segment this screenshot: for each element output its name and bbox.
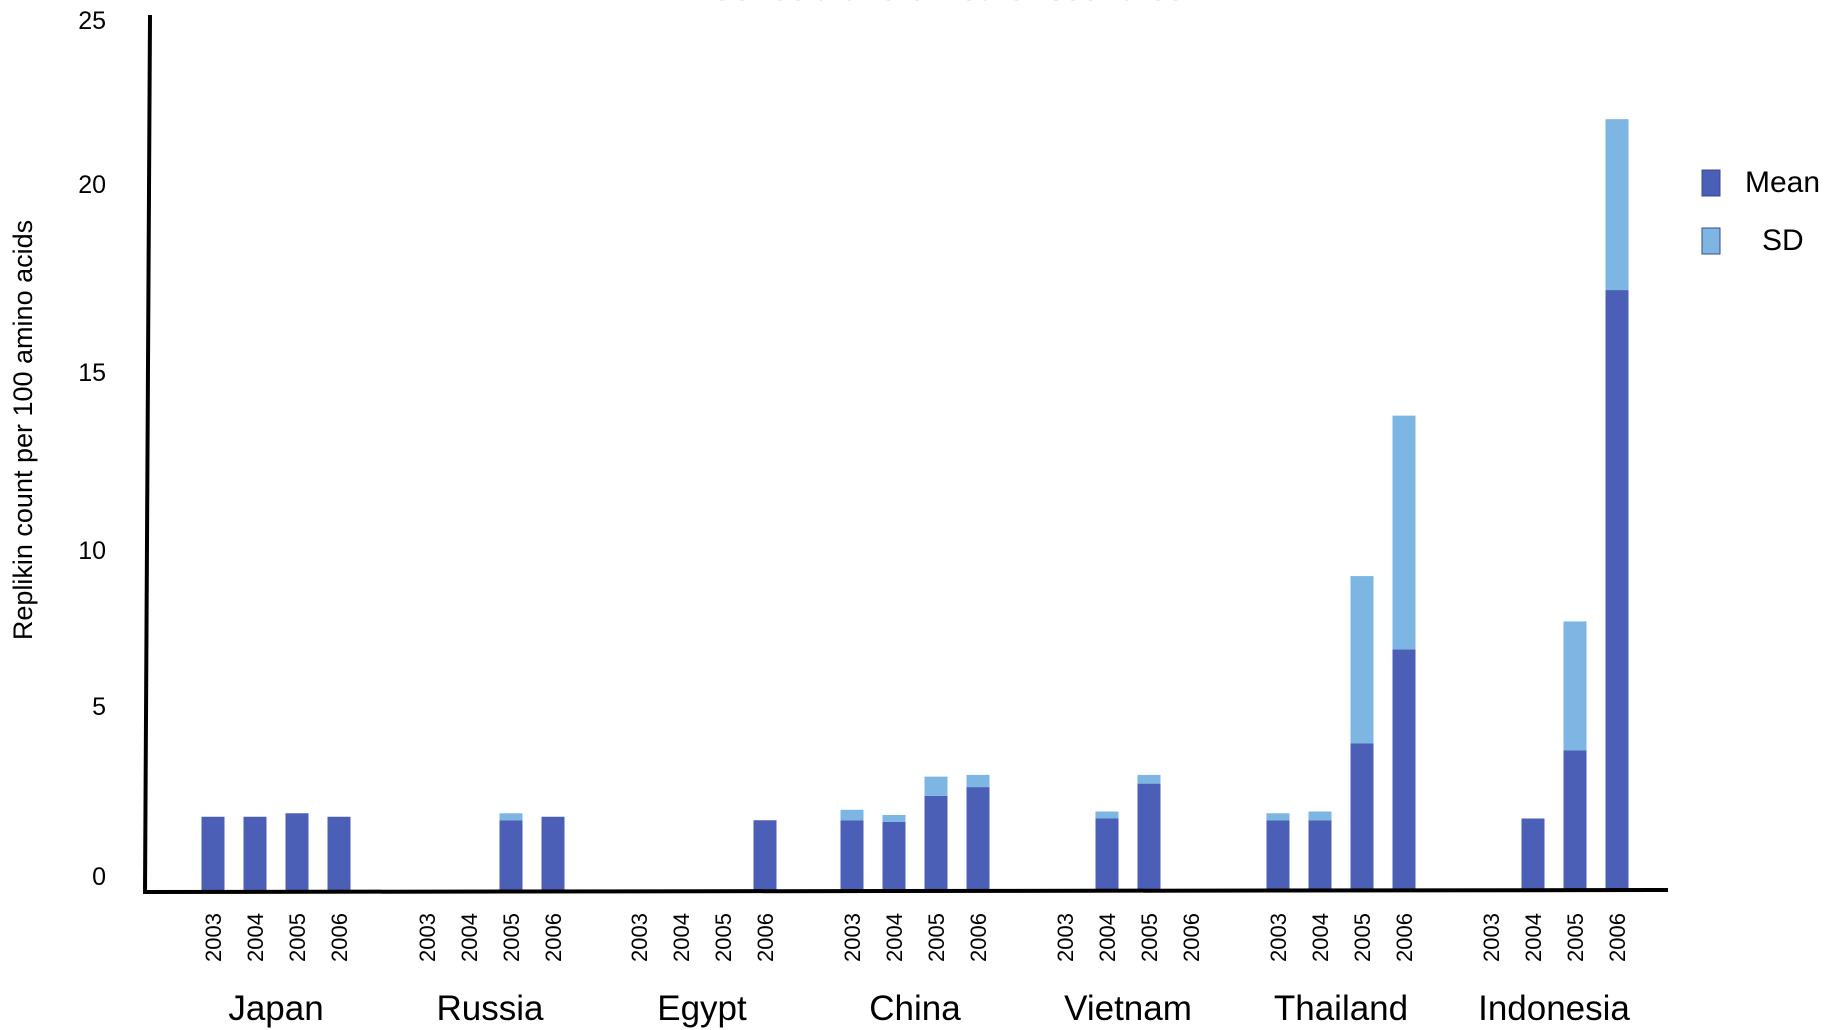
x-tick-label-thailand-2005: 2005	[1350, 913, 1375, 962]
bar-sd-thailand-2003	[1267, 813, 1290, 820]
bar-sd-china-2005	[925, 777, 948, 796]
x-tick-label-thailand-2003: 2003	[1266, 913, 1291, 962]
x-tick-label-egypt-2005: 2005	[711, 913, 736, 962]
legend-label-sd: SD	[1762, 224, 1804, 257]
bar-mean-japan-2003	[202, 817, 225, 890]
x-tick-label-egypt-2004: 2004	[669, 913, 694, 962]
x-tick-label-vietnam-2003: 2003	[1053, 913, 1078, 962]
x-tick-label-vietnam-2006: 2006	[1179, 913, 1204, 962]
x-tick-label-japan-2005: 2005	[285, 913, 310, 962]
bar-sd-china-2004	[883, 815, 906, 822]
y-tick-label-15: 15	[78, 359, 106, 387]
group-label-vietnam: Vietnam	[1064, 989, 1192, 1028]
y-tick-label-20: 20	[78, 171, 106, 199]
x-tick-label-japan-2004: 2004	[243, 913, 268, 962]
bar-sd-china-2006	[967, 775, 990, 787]
bar-sd-thailand-2005	[1351, 576, 1374, 743]
y-axis-line	[145, 15, 150, 893]
group-label-thailand: Thailand	[1274, 989, 1408, 1028]
bar-mean-china-2006	[967, 787, 990, 890]
bar-mean-japan-2004	[244, 817, 267, 890]
legend-label-mean: Mean	[1745, 166, 1820, 199]
bar-mean-thailand-2005	[1351, 744, 1374, 890]
y-tick-label-25: 25	[78, 7, 106, 35]
legend: Mean SD	[1702, 166, 1820, 257]
bar-sd-vietnam-2005	[1138, 775, 1161, 784]
bar-mean-indonesia-2004	[1522, 818, 1545, 890]
bar-mean-thailand-2006	[1393, 649, 1416, 890]
bar-sd-thailand-2006	[1393, 416, 1416, 650]
x-tick-label-china-2005: 2005	[924, 913, 949, 962]
bar-sd-russia-2005	[500, 813, 523, 820]
x-axis-line	[143, 890, 1668, 892]
x-tick-label-indonesia-2004: 2004	[1521, 913, 1546, 962]
x-axis-labels: 2003 2004 2005 2006 Japan 2003 2004 2005 2006 Rus…	[201, 913, 1630, 1028]
x-tick-label-china-2006: 2006	[966, 913, 991, 962]
y-axis-ticks: 0 5 10 15 20 25	[78, 7, 106, 891]
bar-mean-japan-2006	[328, 817, 351, 890]
bar-mean-egypt-2006	[754, 820, 777, 890]
bar-mean-china-2005	[925, 796, 948, 890]
bar-sd-indonesia-2005	[1564, 621, 1587, 750]
x-tick-label-russia-2004: 2004	[457, 913, 482, 962]
x-tick-label-china-2003: 2003	[840, 913, 865, 962]
chart-title: in Indonesia and six other countries	[650, 0, 1185, 8]
x-tick-label-japan-2003: 2003	[201, 913, 226, 962]
group-label-china: China	[869, 989, 961, 1028]
x-tick-label-russia-2003: 2003	[415, 913, 440, 962]
x-tick-label-indonesia-2005: 2005	[1563, 913, 1588, 962]
legend-swatch-sd	[1702, 228, 1720, 254]
bar-mean-china-2003	[841, 820, 864, 890]
bar-mean-vietnam-2005	[1138, 784, 1161, 890]
group-label-egypt: Egypt	[657, 989, 747, 1028]
x-tick-label-russia-2005: 2005	[499, 913, 524, 962]
bar-mean-china-2004	[883, 822, 906, 890]
legend-swatch-mean	[1702, 170, 1720, 196]
bar-sd-china-2003	[841, 810, 864, 820]
x-tick-label-egypt-2003: 2003	[627, 913, 652, 962]
bar-mean-vietnam-2004	[1096, 818, 1119, 890]
y-tick-label-0: 0	[92, 863, 106, 891]
bars-layer	[202, 119, 1629, 890]
x-tick-label-indonesia-2006: 2006	[1605, 913, 1630, 962]
bar-mean-thailand-2003	[1267, 820, 1290, 890]
bar-mean-russia-2006	[542, 817, 565, 890]
y-tick-label-5: 5	[92, 693, 106, 721]
y-tick-label-10: 10	[78, 537, 106, 565]
group-label-japan: Japan	[228, 989, 323, 1028]
x-tick-label-thailand-2006: 2006	[1392, 913, 1417, 962]
bar-mean-russia-2005	[500, 820, 523, 890]
bar-mean-indonesia-2005	[1564, 750, 1587, 890]
x-tick-label-vietnam-2004: 2004	[1095, 913, 1120, 962]
x-tick-label-japan-2006: 2006	[327, 913, 352, 962]
x-tick-label-thailand-2004: 2004	[1308, 913, 1333, 962]
x-tick-label-vietnam-2005: 2005	[1137, 913, 1162, 962]
group-label-indonesia: Indonesia	[1478, 989, 1630, 1028]
bar-sd-vietnam-2004	[1096, 812, 1119, 819]
x-tick-label-china-2004: 2004	[882, 913, 907, 962]
x-tick-label-indonesia-2003: 2003	[1479, 913, 1504, 962]
bar-mean-japan-2005	[286, 813, 309, 890]
bar-sd-indonesia-2006	[1606, 119, 1629, 290]
x-tick-label-egypt-2006: 2006	[753, 913, 778, 962]
bar-sd-thailand-2004	[1309, 812, 1332, 821]
bar-mean-thailand-2004	[1309, 820, 1332, 890]
group-label-russia: Russia	[437, 989, 545, 1028]
bar-mean-indonesia-2006	[1606, 290, 1629, 890]
x-tick-label-russia-2006: 2006	[541, 913, 566, 962]
y-axis-label: Replikin count per 100 amino acids	[8, 220, 38, 640]
